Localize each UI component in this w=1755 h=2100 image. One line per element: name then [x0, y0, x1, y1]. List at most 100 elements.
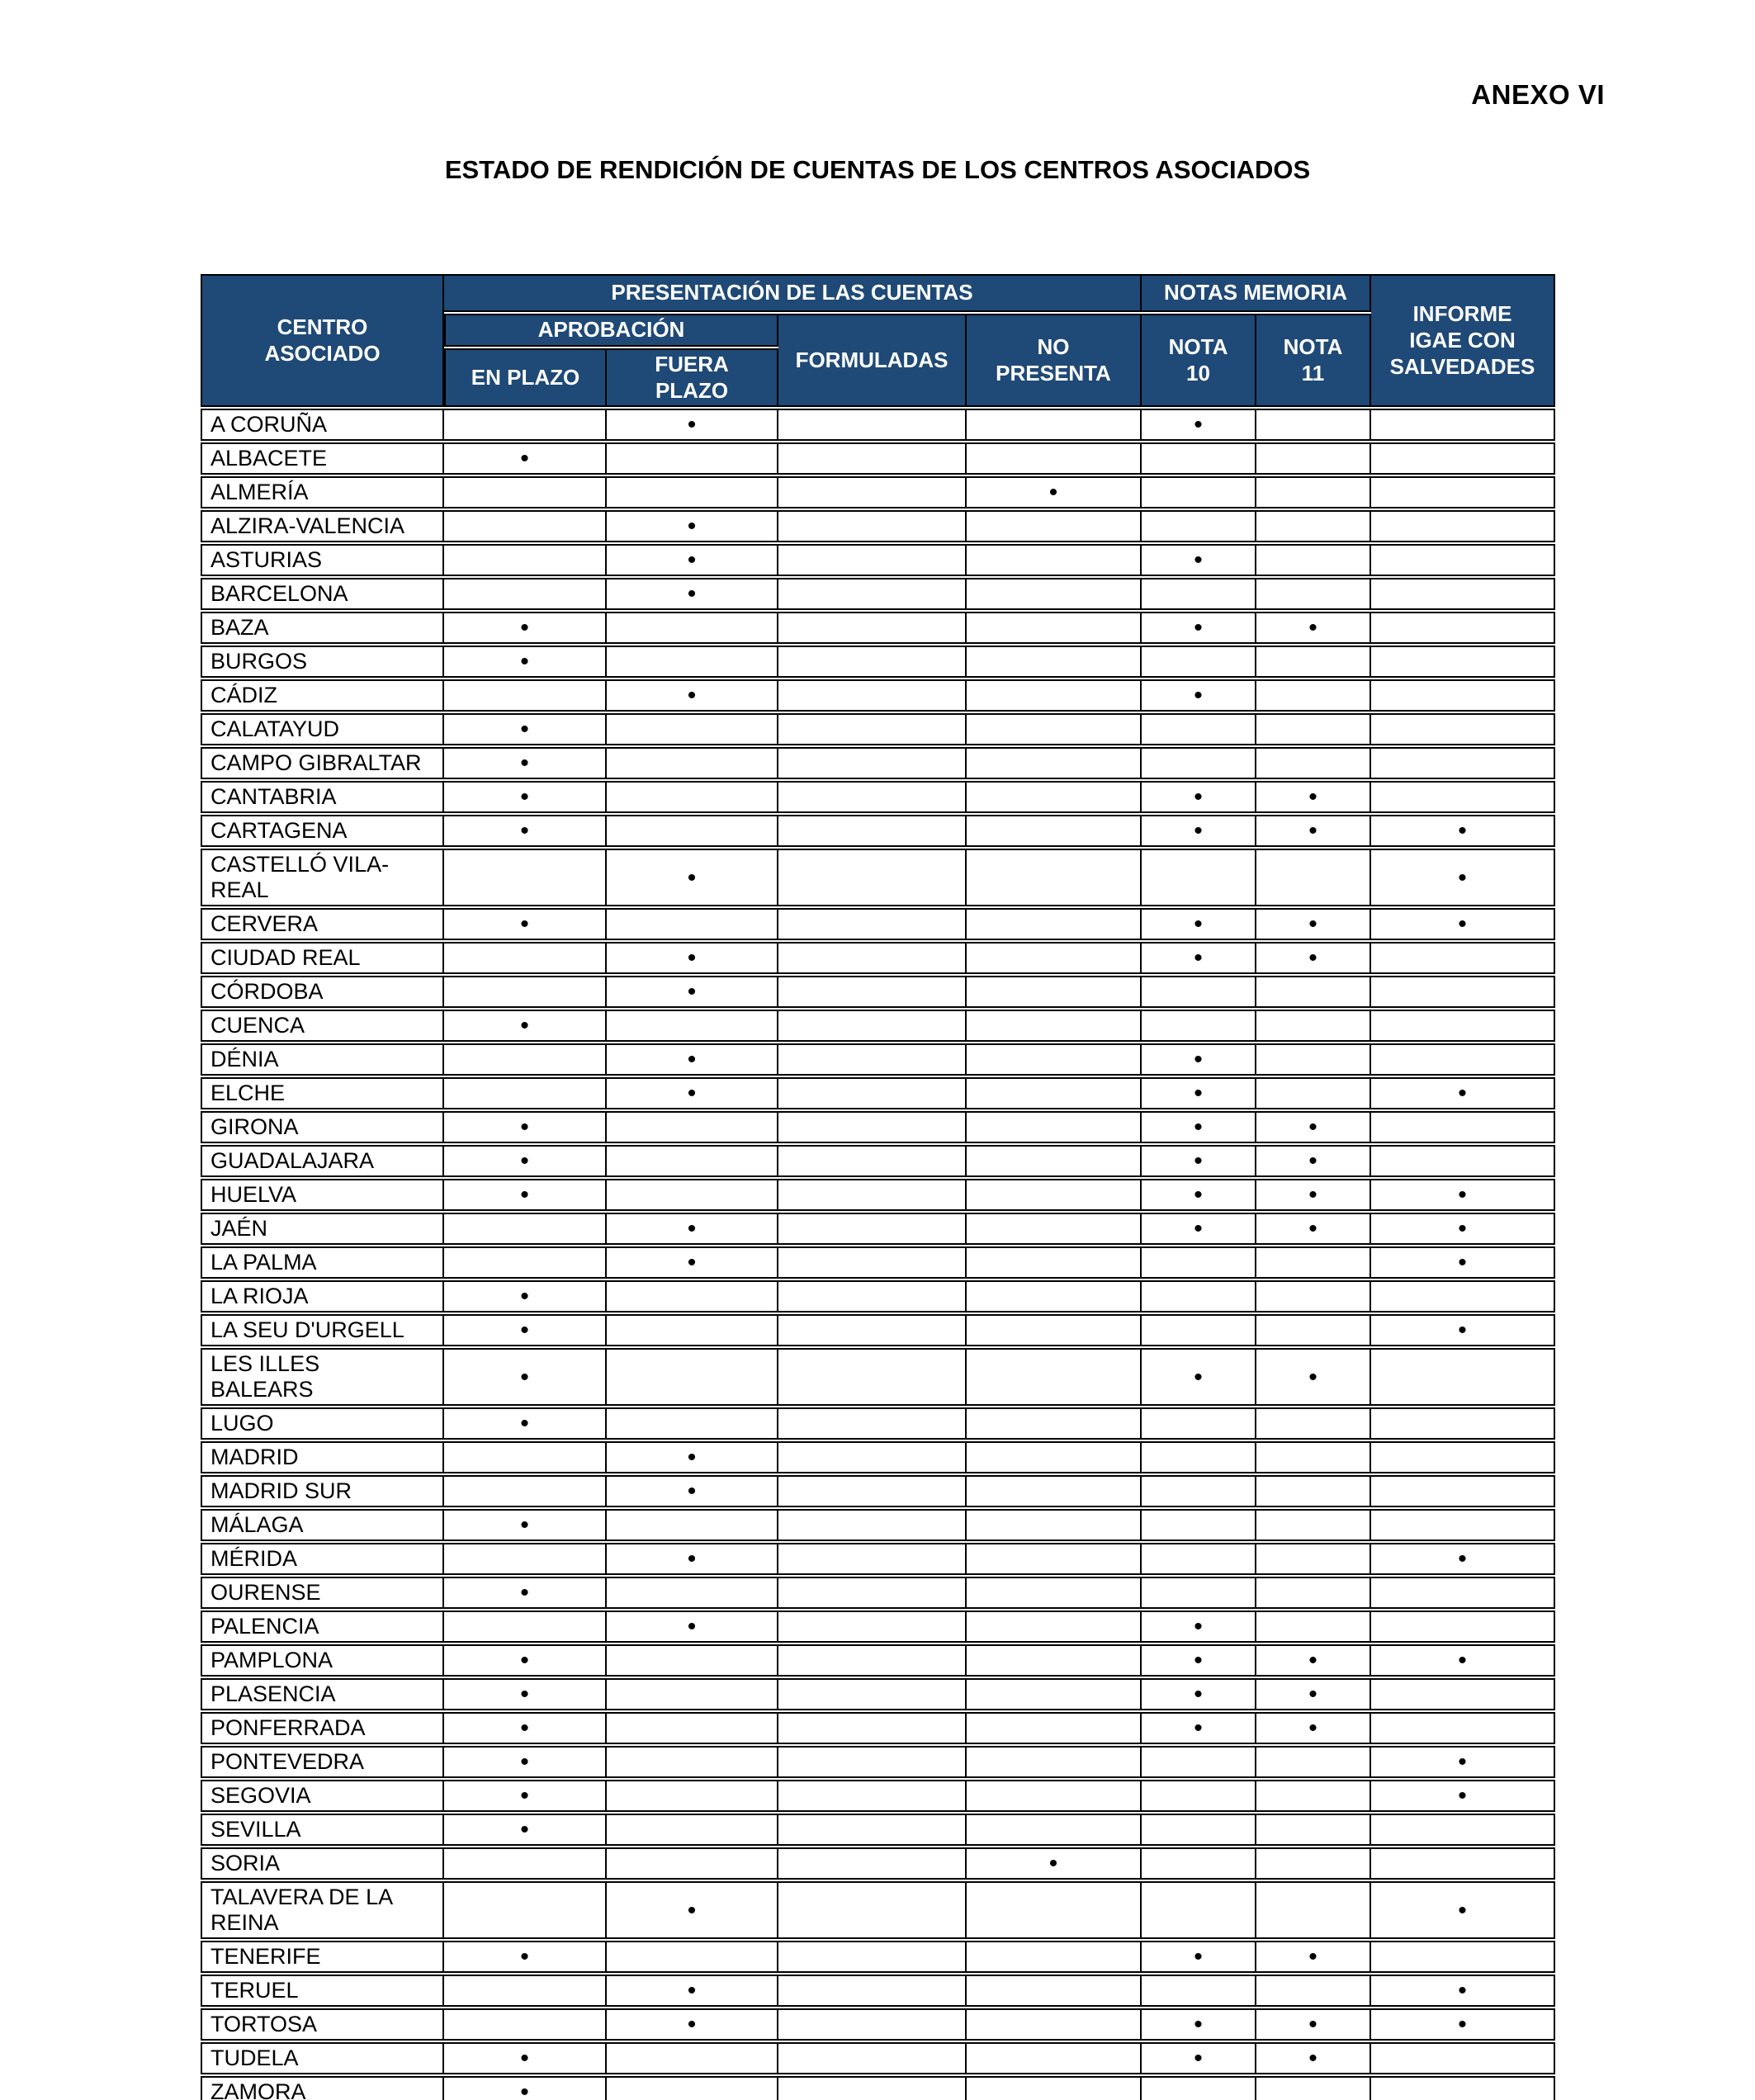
centro-cell: ALMERÍA — [201, 476, 444, 509]
mark-cell-ep — [444, 476, 607, 509]
mark-cell-n11 — [1256, 544, 1372, 577]
mark-cell-np — [967, 1246, 1142, 1279]
mark-cell-np — [967, 612, 1142, 645]
mark-cell-n11 — [1256, 1407, 1372, 1440]
mark-cell-ep: • — [444, 1010, 607, 1043]
mark-cell-fo — [778, 1509, 967, 1542]
mark-cell-np — [967, 908, 1142, 941]
mark-cell-n11 — [1256, 1077, 1372, 1110]
mark-cell-n11 — [1256, 1975, 1372, 2008]
mark-cell-n11: • — [1256, 1111, 1372, 1144]
centro-cell: LA SEU D'URGELL — [201, 1314, 444, 1347]
header-presentacion-cuentas: PRESENTACIÓN DE LAS CUENTAS — [444, 274, 1142, 312]
mark-cell-fo — [778, 942, 967, 975]
table-row: CIUDAD REAL • • • — [201, 942, 1556, 975]
mark-cell-n11 — [1256, 679, 1372, 712]
mark-cell-ep: • — [444, 646, 607, 679]
mark-cell-fp: • — [607, 510, 778, 543]
mark-cell-np — [967, 578, 1142, 611]
centro-cell: PONTEVEDRA — [201, 1746, 444, 1779]
mark-cell-ig — [1371, 2042, 1556, 2075]
mark-cell-n11 — [1256, 976, 1372, 1009]
table-row: LA RIOJA • — [201, 1280, 1556, 1313]
mark-cell-np — [967, 1280, 1142, 1313]
mark-cell-ep: • — [444, 1814, 607, 1847]
mark-cell-fp: • — [607, 1077, 778, 1110]
mark-cell-n11 — [1256, 1509, 1372, 1542]
mark-cell-n10: • — [1142, 1213, 1256, 1246]
centro-cell: PAMPLONA — [201, 1644, 444, 1677]
mark-cell-fo — [778, 1213, 967, 1246]
mark-cell-n10 — [1142, 1543, 1256, 1576]
mark-cell-np — [967, 2042, 1142, 2075]
mark-cell-np — [967, 409, 1142, 442]
mark-cell-ig — [1371, 510, 1556, 543]
accounts-status-table: CENTRO ASOCIADO PRESENTACIÓN DE LAS CUEN… — [201, 272, 1556, 2100]
mark-cell-ep — [444, 2008, 607, 2041]
mark-cell-fo — [778, 1610, 967, 1644]
mark-cell-fp: • — [607, 1475, 778, 1508]
mark-cell-n10: • — [1142, 1644, 1256, 1677]
mark-cell-fo — [778, 1043, 967, 1076]
mark-cell-n10 — [1142, 1780, 1256, 1813]
mark-cell-fp — [607, 1179, 778, 1212]
table-row: CUENCA • — [201, 1010, 1556, 1043]
mark-cell-ep — [444, 409, 607, 442]
table-row: CERVERA • • • • — [201, 908, 1556, 941]
header-row-1: CENTRO ASOCIADO PRESENTACIÓN DE LAS CUEN… — [201, 274, 1556, 408]
mark-cell-fp — [607, 1847, 778, 1880]
mark-cell-fo — [778, 1280, 967, 1313]
table-row: CASTELLÓ VILA- REAL • • — [201, 849, 1556, 907]
centro-cell: ZAMORA — [201, 2076, 444, 2100]
mark-cell-ep: • — [444, 1577, 607, 1610]
mark-cell-n10 — [1142, 510, 1256, 543]
mark-cell-ig: • — [1371, 1746, 1556, 1779]
mark-cell-fp — [607, 442, 778, 475]
mark-cell-fo — [778, 781, 967, 814]
table-row: CÓRDOBA • — [201, 976, 1556, 1009]
table-row: LUGO • — [201, 1407, 1556, 1440]
mark-cell-fp — [607, 1407, 778, 1440]
mark-cell-ig — [1371, 1610, 1556, 1644]
mark-cell-fo — [778, 1475, 967, 1508]
mark-cell-n11: • — [1256, 908, 1372, 941]
mark-cell-fp — [607, 713, 778, 746]
mark-cell-n11 — [1256, 1043, 1372, 1076]
mark-cell-np — [967, 1010, 1142, 1043]
mark-cell-fp: • — [607, 1610, 778, 1644]
mark-cell-ep: • — [444, 1280, 607, 1313]
mark-cell-ig — [1371, 612, 1556, 645]
mark-cell-ig — [1371, 1814, 1556, 1847]
mark-cell-n11: • — [1256, 1145, 1372, 1178]
mark-cell-n10 — [1142, 1314, 1256, 1347]
mark-cell-np — [967, 1145, 1142, 1178]
table-row: JAÉN • • • • — [201, 1213, 1556, 1246]
mark-cell-fo — [778, 1975, 967, 2008]
header-no-presenta: NO PRESENTA — [967, 314, 1142, 408]
table-row: PAMPLONA • • • • — [201, 1644, 1556, 1677]
table-row: BARCELONA • — [201, 578, 1556, 611]
mark-cell-fp — [607, 1678, 778, 1711]
mark-cell-n11 — [1256, 713, 1372, 746]
table-row: GIRONA • • • — [201, 1111, 1556, 1144]
mark-cell-n11 — [1256, 1780, 1372, 1813]
mark-cell-np — [967, 1644, 1142, 1677]
mark-cell-ep — [444, 1043, 607, 1076]
mark-cell-fo — [778, 578, 967, 611]
mark-cell-n11 — [1256, 1881, 1372, 1940]
mark-cell-np — [967, 1509, 1142, 1542]
mark-cell-ig — [1371, 2076, 1556, 2100]
table-header: CENTRO ASOCIADO PRESENTACIÓN DE LAS CUEN… — [201, 274, 1556, 408]
mark-cell-fo — [778, 1941, 967, 1974]
mark-cell-ep — [444, 1975, 607, 2008]
mark-cell-np — [967, 1746, 1142, 1779]
table-row: ALZIRA-VALENCIA • — [201, 510, 1556, 543]
table-row: CAMPO GIBRALTAR • — [201, 747, 1556, 780]
mark-cell-np — [967, 1475, 1142, 1508]
table-row: TUDELA • • • — [201, 2042, 1556, 2075]
mark-cell-n10: • — [1142, 908, 1256, 941]
mark-cell-fp: • — [607, 1246, 778, 1279]
mark-cell-fo — [778, 2042, 967, 2075]
mark-cell-np — [967, 442, 1142, 475]
mark-cell-ep: • — [444, 1509, 607, 1542]
